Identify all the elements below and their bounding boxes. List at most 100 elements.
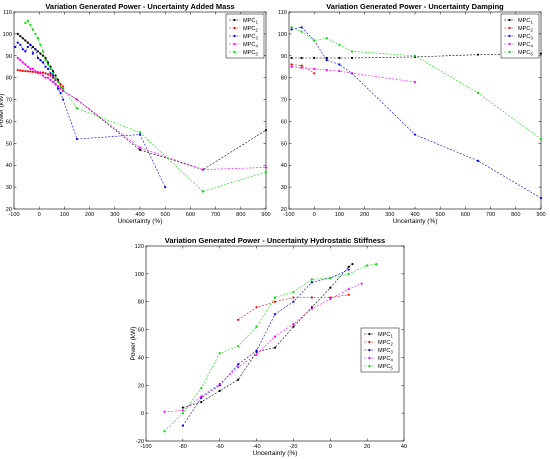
data-point [237, 378, 240, 381]
data-point [539, 137, 543, 141]
x-tick-label: -80 [179, 444, 187, 450]
data-point [29, 67, 32, 71]
data-point [273, 296, 277, 299]
data-point [329, 286, 332, 289]
data-point [62, 87, 65, 90]
legend-entry-mpc5: MPC5 [518, 50, 533, 57]
x-tick-label: 0 [329, 444, 332, 450]
series-line-mpc1 [291, 53, 542, 59]
data-point [273, 300, 277, 303]
y-tick-label: 60 [281, 119, 287, 125]
data-point [338, 43, 341, 46]
series-mpc5 [163, 263, 378, 433]
data-point [49, 74, 52, 77]
data-point [300, 56, 303, 60]
data-point [347, 293, 350, 296]
data-point [39, 59, 42, 62]
x-axis-label: Uncertainty (%) [393, 218, 438, 225]
data-point [310, 281, 313, 284]
data-point [51, 70, 55, 73]
data-point [14, 45, 17, 49]
data-point [310, 278, 313, 281]
data-point [350, 50, 354, 53]
data-point [44, 65, 47, 68]
legend-entry-mpc1: MPC1 [243, 18, 258, 25]
x-axis-label: Uncertainty (%) [253, 450, 298, 457]
y-tick-label: 0 [141, 411, 144, 417]
legend-swatch-marker [368, 364, 371, 368]
y-tick-label: 60 [138, 328, 144, 334]
data-point [31, 52, 34, 55]
data-point [39, 43, 42, 46]
data-point [36, 72, 40, 75]
data-point [16, 68, 19, 72]
x-tick-label: 20 [364, 444, 370, 450]
data-point [476, 91, 480, 95]
data-point [21, 61, 24, 64]
data-point [34, 70, 37, 73]
x-tick-label: 500 [436, 212, 445, 218]
x-tick-label: 0 [38, 212, 41, 218]
data-point [54, 74, 57, 77]
legend-swatch-marker [368, 332, 371, 336]
data-point [273, 346, 277, 349]
y-axis-label: Power (kW) [130, 327, 137, 361]
data-point [59, 91, 62, 95]
data-point [200, 395, 203, 398]
data-point [366, 264, 369, 267]
legend-entry-mpc3: MPC3 [518, 34, 533, 41]
data-point [57, 78, 60, 81]
data-point [181, 424, 184, 427]
legend-entry-mpc2: MPC2 [518, 26, 533, 33]
x-tick-label: 700 [211, 212, 220, 218]
legend-swatch-marker [368, 356, 371, 360]
legend-entry-mpc5: MPC5 [243, 50, 258, 57]
series-line-mpc4 [164, 283, 362, 413]
data-point [31, 45, 34, 49]
data-point [31, 28, 34, 31]
data-point [313, 56, 316, 60]
data-point [264, 170, 268, 173]
legend-entry-mpc2: MPC2 [378, 340, 393, 347]
y-tick-label: 40 [6, 163, 12, 169]
legend-entry-mpc1: MPC1 [518, 18, 533, 25]
data-point [347, 288, 350, 291]
data-point [338, 56, 341, 60]
data-point [300, 26, 303, 29]
y-tick-label: 40 [138, 355, 144, 361]
series-mpc4 [16, 56, 268, 171]
y-tick-label: 110 [3, 10, 12, 16]
x-tick-label: 100 [335, 212, 344, 218]
legend-swatch-marker [508, 26, 511, 30]
data-point [375, 263, 378, 266]
data-point [313, 39, 316, 42]
data-point [39, 52, 42, 55]
y-tick-label: 100 [135, 272, 144, 278]
data-point [62, 89, 65, 92]
series-mpc5 [290, 26, 543, 141]
data-point [49, 65, 52, 68]
data-point [325, 59, 328, 62]
data-point [350, 56, 354, 60]
data-point [292, 300, 295, 303]
legend-swatch-marker [233, 34, 236, 38]
data-point [36, 50, 40, 53]
data-point [62, 98, 65, 101]
chart-title: Variation Generated Power - Uncertainty … [165, 236, 385, 245]
data-point [51, 80, 55, 84]
legend-swatch-marker [368, 348, 371, 352]
data-point [218, 352, 221, 355]
data-point [351, 263, 354, 266]
data-point [290, 28, 293, 31]
data-point [201, 190, 205, 193]
data-point [413, 80, 417, 84]
data-point [21, 69, 24, 72]
data-point [181, 412, 184, 415]
data-point [163, 430, 166, 433]
data-point [300, 66, 303, 69]
data-point [338, 70, 341, 73]
data-point [21, 48, 24, 51]
